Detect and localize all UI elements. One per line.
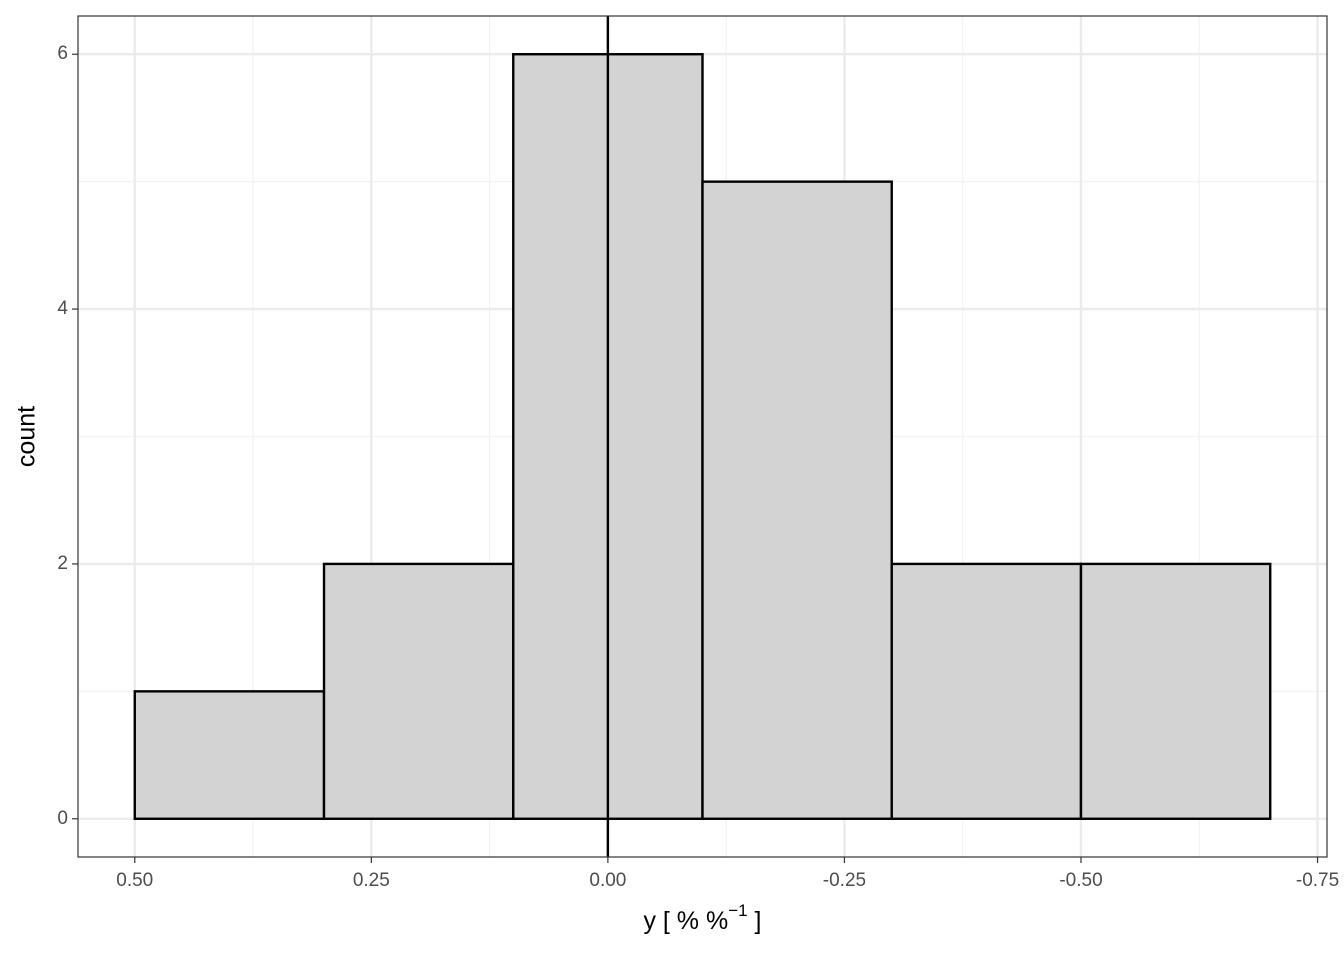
x-tick-label: -0.25 xyxy=(823,870,866,891)
x-tick-label: -0.75 xyxy=(1296,870,1339,891)
x-tick-label: 0.00 xyxy=(589,870,626,891)
y-tick-label: 0 xyxy=(57,808,68,829)
bar xyxy=(322,562,515,820)
y-tick-label: 4 xyxy=(57,298,68,319)
x-axis-title-sup: −1 xyxy=(728,901,747,920)
y-tick-label: 2 xyxy=(57,553,68,574)
bar xyxy=(1079,562,1272,820)
x-tick-label: 0.50 xyxy=(116,870,153,891)
x-axis-title: y [ % %−1 ] xyxy=(643,901,761,934)
x-tick-label: 0.25 xyxy=(353,870,390,891)
y-tick-label: 6 xyxy=(57,43,68,64)
y-axis-title: count xyxy=(13,406,41,467)
x-axis-title-part: y [ % % xyxy=(643,907,728,935)
x-tick-label: -0.50 xyxy=(1059,870,1102,891)
bar xyxy=(890,562,1083,820)
bar xyxy=(701,180,893,820)
x-axis-title-part: ] xyxy=(748,907,762,935)
bar xyxy=(133,690,326,820)
panel-border xyxy=(77,15,1328,858)
